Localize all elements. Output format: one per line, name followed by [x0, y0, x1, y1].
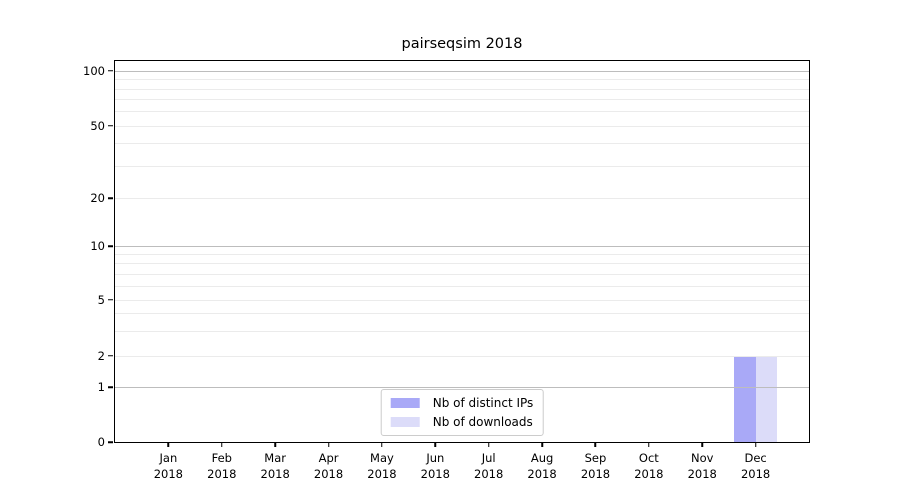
x-tick-mark: [754, 442, 757, 447]
x-tick-mark: [594, 442, 597, 447]
y-gridline-50: [115, 125, 809, 127]
legend-swatch-downloads-icon: [390, 417, 420, 427]
y-gridline-minor: [115, 99, 809, 101]
x-tick-label: Jun 2018: [420, 451, 450, 481]
x-tick-label: Aug 2018: [527, 451, 557, 481]
y-tick-mark: [108, 441, 113, 443]
x-tick-mark: [541, 442, 543, 447]
y-gridline-2: [115, 355, 809, 357]
x-tick-label: Sep 2018: [580, 451, 611, 481]
bar-distinct-ips: [733, 355, 756, 442]
y-gridline-1: [115, 387, 809, 389]
x-tick-mark: [381, 442, 383, 447]
x-tick-label: May 2018: [367, 451, 397, 481]
y-tick-label: 10: [90, 239, 105, 254]
y-tick-label: 50: [90, 118, 105, 133]
y-gridline-minor: [115, 254, 809, 256]
x-tick-mark: [327, 442, 330, 447]
y-gridline-minor: [115, 330, 809, 332]
x-tick-label: Jan 2018: [153, 451, 184, 481]
y-tick-label: 100: [83, 63, 105, 78]
y-tick-mark: [108, 70, 113, 72]
y-tick-label: 1: [97, 380, 105, 395]
x-tick-mark: [487, 442, 490, 447]
y-tick-label: 20: [90, 191, 105, 206]
legend-item-distinct-ips: Nb of distinct IPs: [390, 396, 534, 410]
legend-item-downloads: Nb of downloads: [390, 415, 534, 429]
x-tick-mark: [167, 442, 170, 447]
legend-label-distinct-ips: Nb of distinct IPs: [432, 396, 534, 410]
chart-title: pairseqsim 2018: [401, 36, 523, 52]
y-gridline-minor: [115, 88, 809, 90]
y-tick-label: 5: [97, 292, 105, 307]
y-gridline-minor: [115, 111, 809, 113]
y-gridline-100: [115, 70, 809, 72]
y-tick-label: 2: [97, 348, 105, 363]
y-gridline-minor: [115, 285, 809, 287]
y-tick-mark: [108, 354, 113, 357]
y-gridline-minor: [115, 143, 809, 145]
y-tick-mark: [108, 386, 113, 388]
y-tick-label: 0: [97, 435, 105, 449]
x-tick-mark: [648, 442, 650, 447]
legend-swatch-distinct-ips-icon: [390, 398, 420, 408]
legend: Nb of distinct IPs Nb of downloads: [380, 389, 544, 436]
legend-label-downloads: Nb of downloads: [432, 415, 533, 429]
x-tick-label: Mar 2018: [260, 451, 290, 481]
x-tick-label: Apr 2018: [313, 451, 344, 481]
y-tick-mark: [108, 299, 113, 301]
plot-area: Nb of distinct IPs Nb of downloads 0 1 2 5 1…: [83, 60, 810, 481]
y-gridline-5: [115, 299, 809, 301]
y-gridline-10: [115, 246, 809, 248]
y-tick-mark: [108, 245, 113, 247]
y-gridline-minor: [115, 166, 809, 168]
y-gridline-20: [115, 198, 809, 200]
x-tick-label: Jul 2018: [474, 451, 504, 481]
y-gridline-minor: [115, 79, 809, 81]
x-tick-mark: [701, 442, 703, 447]
bar-downloads: [755, 355, 778, 442]
x-tick-mark: [221, 442, 223, 447]
x-tick-label: Nov 2018: [687, 451, 717, 481]
x-tick-label: Oct 2018: [634, 451, 664, 481]
y-tick-mark: [108, 125, 113, 127]
x-tick-label: Dec 2018: [740, 451, 771, 481]
y-gridline-minor: [115, 313, 809, 315]
y-gridline-minor: [115, 263, 809, 265]
y-gridline-minor: [115, 273, 809, 275]
x-tick-mark: [434, 442, 437, 447]
x-tick-label: Feb 2018: [207, 451, 237, 481]
y-tick-mark: [108, 197, 113, 199]
x-tick-mark: [274, 442, 276, 447]
